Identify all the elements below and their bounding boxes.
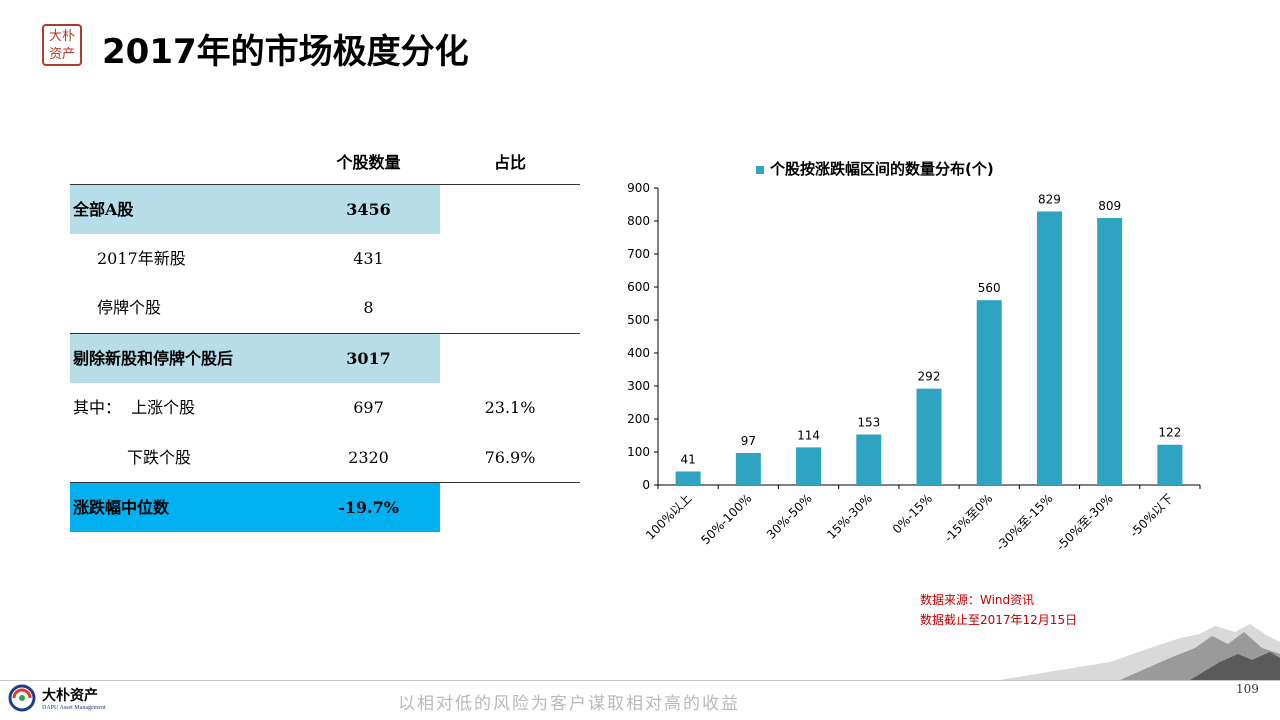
y-tick-label: 500	[627, 313, 650, 327]
row-count: 8	[363, 298, 374, 317]
row-label: 停牌个股	[97, 298, 162, 317]
ink-mountain-decoration	[1000, 624, 1280, 680]
row-count: 431	[353, 249, 384, 268]
data-label: 292	[918, 370, 941, 384]
company-logo-icon	[8, 684, 36, 712]
bar	[916, 388, 942, 485]
bar	[856, 434, 882, 485]
y-tick-label: 800	[627, 214, 650, 228]
footer-slogan: 以相对低的风险为客户谋取相对高的收益	[398, 694, 740, 714]
data-label: 829	[1038, 192, 1061, 206]
table-divider	[70, 482, 580, 483]
y-tick-label: 900	[627, 181, 650, 195]
x-tick-label: 15%-30%	[824, 491, 875, 542]
table-row: 停牌个股 8	[70, 283, 580, 332]
bar	[1157, 444, 1183, 485]
footer-divider	[0, 680, 1280, 681]
table-row: 涨跌幅中位数 -19.7%	[70, 483, 580, 532]
row-label: 涨跌幅中位数	[70, 483, 440, 532]
company-seal-logo: 大朴资产	[42, 24, 82, 66]
data-label: 560	[978, 281, 1001, 295]
data-label: 41	[680, 452, 695, 466]
row-label: 2017年新股	[97, 249, 186, 268]
x-tick-label: 30%-50%	[764, 491, 815, 542]
bar-chart: 0 100 200 300 400 500 600 700 800 900 41 100%以上 97 50…	[627, 181, 1201, 553]
x-tick-label: -50%至-30%	[1054, 491, 1116, 553]
row-pct	[440, 334, 580, 383]
company-name-cn: 大朴资产	[42, 688, 98, 704]
y-tick-label: 600	[627, 280, 650, 294]
bar	[976, 300, 1002, 485]
legend-label: 个股按涨跌幅区间的数量分布(个)	[770, 160, 994, 178]
y-tick-label: 300	[627, 379, 650, 393]
table-row: 全部A股 3456	[70, 185, 580, 234]
y-tick-label: 0	[642, 478, 650, 492]
row-count: 3017	[346, 349, 391, 368]
x-tick-label: -30%至-15%	[993, 491, 1055, 553]
x-tick-label: -50%以下	[1127, 491, 1176, 540]
table-divider	[70, 333, 580, 334]
row-pct	[440, 283, 580, 332]
x-tick-label: 100%以上	[643, 491, 694, 542]
data-label: 809	[1098, 199, 1121, 213]
company-name-en: DAPU Asset Management	[42, 705, 106, 711]
x-tick-label: -15%至0%	[942, 491, 996, 545]
row-count: 697	[353, 398, 384, 417]
data-label: 97	[741, 434, 756, 448]
table-row: 2017年新股 431	[70, 234, 580, 283]
row-pct	[440, 234, 580, 283]
row-label: 全部A股	[70, 185, 440, 234]
table-row: 剔除新股和停牌个股后 3017	[70, 334, 580, 383]
table-row: 下跌个股 2320 76.9%	[70, 433, 580, 482]
data-label: 122	[1158, 426, 1181, 440]
y-tick-label: 700	[627, 247, 650, 261]
column-header-ratio: 占比	[493, 153, 526, 172]
table-row: 其中： 上涨个股 697 23.1%	[70, 383, 580, 432]
row-label: 剔除新股和停牌个股后	[70, 334, 440, 383]
y-tick-label: 100	[627, 445, 650, 459]
row-pct: 23.1%	[484, 398, 536, 417]
x-tick-label: 50%-100%	[698, 491, 754, 547]
bar	[735, 452, 761, 485]
bar	[675, 471, 701, 485]
row-label: 其中： 上涨个股	[73, 398, 196, 417]
data-label: 114	[797, 428, 820, 442]
page-title: 2017年的市场极度分化	[102, 32, 469, 72]
chart-legend: 个股按涨跌幅区间的数量分布(个)	[756, 158, 994, 179]
legend-swatch	[756, 165, 764, 174]
y-tick-label: 200	[627, 412, 650, 426]
x-tick-label: 0%-15%	[890, 491, 935, 536]
row-pct	[440, 185, 580, 234]
row-count: 3456	[346, 200, 391, 219]
data-label: 153	[857, 416, 880, 430]
bar	[1097, 218, 1123, 485]
bar	[1036, 211, 1062, 485]
page-number: 109	[1236, 682, 1259, 696]
cutoff-date-line: 数据截止至2017年12月15日	[920, 613, 1078, 627]
row-pct	[440, 483, 580, 532]
row-count: 2320	[348, 448, 389, 467]
source-line: 数据来源：Wind资讯	[920, 593, 1035, 607]
y-tick-label: 400	[627, 346, 650, 360]
row-label: 下跌个股	[127, 448, 192, 467]
bar	[796, 447, 822, 485]
data-source-note: 数据来源：Wind资讯 数据截止至2017年12月15日	[920, 590, 1077, 630]
row-count: -19.7%	[338, 498, 399, 517]
row-pct: 76.9%	[484, 448, 536, 467]
column-header-count: 个股数量	[336, 153, 401, 172]
table-divider	[70, 184, 580, 185]
